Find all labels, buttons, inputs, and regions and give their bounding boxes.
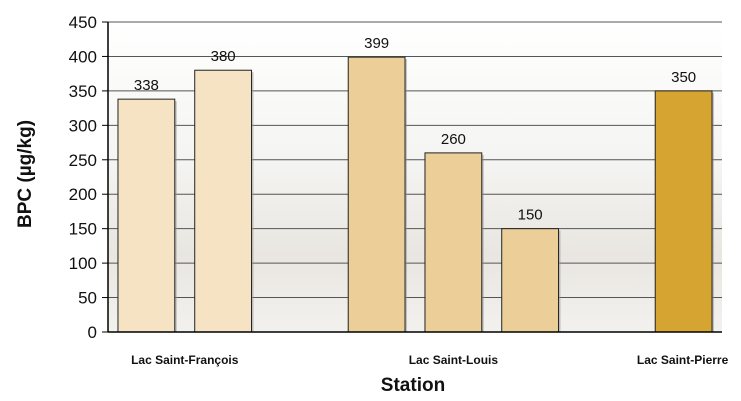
- x-category-label: Lac Saint-Pierre: [637, 353, 729, 367]
- y-tick-label: 50: [78, 289, 97, 308]
- y-tick-label: 350: [69, 82, 97, 101]
- data-label: 399: [364, 35, 389, 52]
- y-tick-label: 400: [69, 47, 97, 66]
- x-category-label: Lac Saint-Louis: [409, 353, 499, 367]
- data-label: 260: [441, 131, 466, 148]
- x-axis-title: Station: [381, 375, 445, 396]
- data-label: 338: [134, 77, 159, 94]
- y-axis-title: BPC (µg/kg): [15, 120, 36, 228]
- y-tick-label: 0: [88, 323, 97, 342]
- y-tick-label: 250: [69, 151, 97, 170]
- data-label: 150: [518, 207, 543, 224]
- data-label: 380: [211, 48, 236, 65]
- data-label: 350: [671, 69, 696, 86]
- y-tick-label: 200: [69, 185, 97, 204]
- bar: [424, 152, 483, 333]
- labels: 0 50 100 150 200 250 300 350 400 450 338 380 399 260 1…: [69, 13, 729, 367]
- bar: [117, 98, 176, 333]
- y-tick-label: 100: [69, 254, 97, 273]
- y-tick-label: 150: [69, 220, 97, 239]
- bar: [194, 69, 253, 333]
- axes: [107, 22, 722, 333]
- y-tick-label: 450: [69, 13, 97, 32]
- bar: [501, 228, 560, 333]
- x-category-label: Lac Saint-François: [131, 353, 239, 367]
- bar: [347, 56, 406, 333]
- y-tick-label: 300: [69, 116, 97, 135]
- bar: [654, 90, 713, 333]
- bars: [117, 56, 715, 333]
